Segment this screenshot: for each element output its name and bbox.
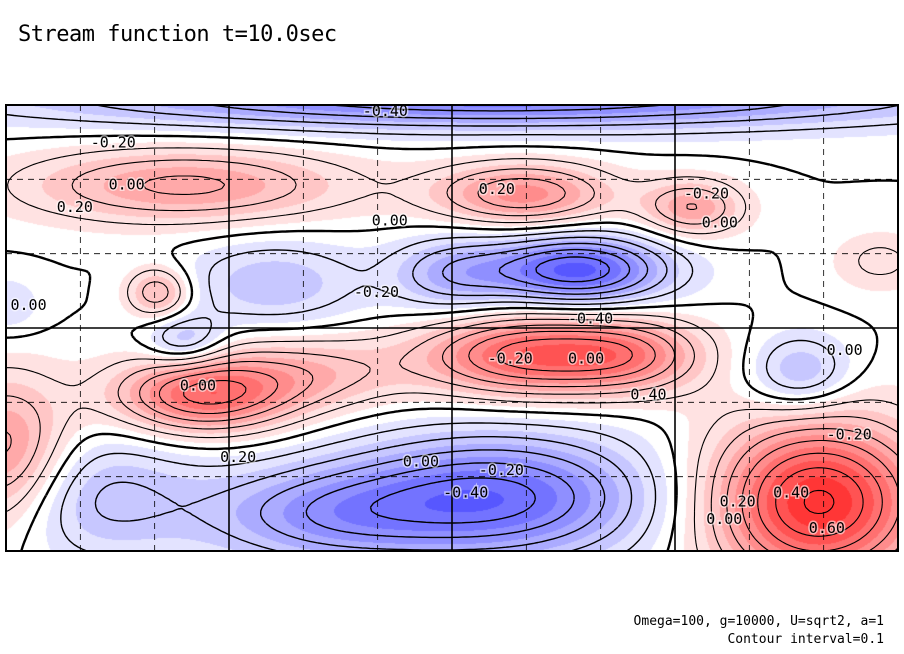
plot-frame xyxy=(5,104,899,552)
contour-lines xyxy=(6,105,898,551)
contour-label: 0.20 xyxy=(479,180,515,198)
contour-label: -0.20 xyxy=(354,283,399,301)
contour-line-pos xyxy=(775,467,864,537)
contour-line-pos xyxy=(183,338,883,551)
contour-label: -0.20 xyxy=(827,426,872,444)
parameters-note: Omega=100, g=10000, U=sqrt2, a=1 xyxy=(633,614,884,629)
contour-label: -0.40 xyxy=(568,310,613,328)
contour-label: 0.00 xyxy=(109,176,145,194)
contour-interval-note: Contour interval=0.1 xyxy=(727,632,884,647)
contour-label: 0.20 xyxy=(220,448,256,466)
contour-line-pos xyxy=(6,159,898,551)
contour-label: -0.40 xyxy=(443,484,488,502)
contour-label: 0.60 xyxy=(809,519,845,537)
contour-label: -0.20 xyxy=(684,185,729,203)
contour-label: 0.20 xyxy=(720,492,756,510)
contour-labels: -0.40-0.200.000.200.20 -0.200.000.000.00-… xyxy=(9,101,873,539)
contour-label: 0.00 xyxy=(403,452,439,470)
contour-line-zero xyxy=(6,134,898,551)
contour-line-neg xyxy=(6,113,898,551)
chart-title: Stream function t=10.0sec xyxy=(18,22,337,47)
contour-label: 0.40 xyxy=(630,385,666,403)
contour-label: 0.00 xyxy=(827,341,863,359)
contour-line-pos xyxy=(6,147,898,551)
grid-lines xyxy=(6,105,898,551)
contour-label: 0.00 xyxy=(180,376,216,394)
contour-label: 0.00 xyxy=(11,296,47,314)
contour-label: 0.40 xyxy=(773,484,809,502)
contour-line-pos xyxy=(803,489,835,515)
contour-label: 0.20 xyxy=(57,198,93,216)
contour-label: 0.00 xyxy=(372,211,408,229)
contour-label: 0.00 xyxy=(702,214,738,232)
contour-line-pos xyxy=(6,175,898,551)
contour-label: 0.00 xyxy=(706,510,742,528)
contour-line-neg xyxy=(369,256,611,524)
contour-label: -0.20 xyxy=(479,461,524,479)
contour-line-pos xyxy=(158,330,898,551)
contour-label: -0.20 xyxy=(91,133,136,151)
contour-label: 0.00 xyxy=(568,350,604,368)
contour-label: -0.20 xyxy=(488,350,533,368)
